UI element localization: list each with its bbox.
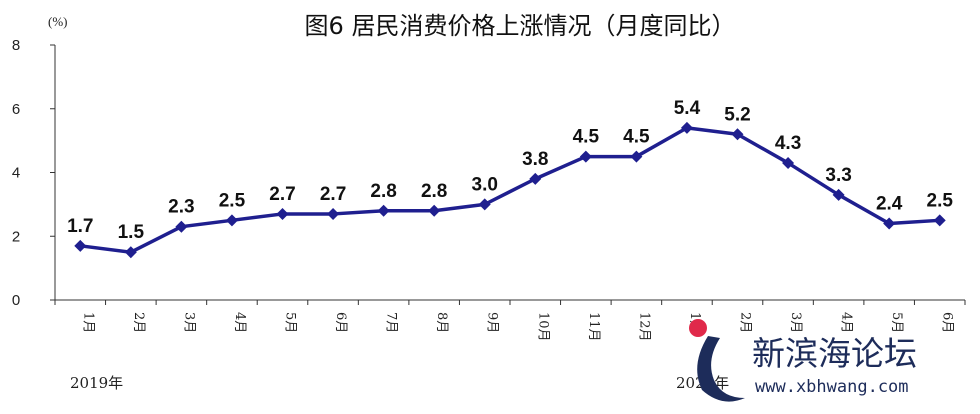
watermark: 新滨海论坛 www.xbhwang.com [689,319,917,402]
data-point [478,198,491,211]
x-tick-label: 2月 [738,312,753,333]
data-point [680,121,693,134]
data-point [74,239,87,252]
data-label: 2.5 [927,190,954,211]
x-tick-label: 1月 [80,312,95,333]
data-label: 4.5 [623,127,650,148]
data-label: 2.7 [269,184,295,205]
data-label: 2.4 [876,194,903,215]
x-tick-label: 6月 [333,312,348,333]
x-tick-label: 2月 [131,312,146,333]
x-tick-label: 9月 [485,312,500,333]
x-tick-label: 4月 [839,312,854,333]
year-label-2019: 2019年 [70,374,123,392]
data-point [377,204,390,217]
data-label: 3.8 [522,149,548,170]
x-tick-label: 5月 [283,312,298,333]
x-tick-label: 7月 [384,312,399,333]
y-tick-label: 8 [12,37,20,54]
data-label: 5.2 [724,104,750,125]
data-point [124,246,137,259]
x-tick-label: 11月 [586,312,601,342]
x-axis: 1月2月3月4月5月6月7月8月9月10月11月12月1月2月3月4月5月6月 [54,299,966,342]
data-label: 3.0 [472,174,498,195]
watermark-url: www.xbhwang.com [755,377,909,397]
data-label: 3.3 [825,165,851,186]
data-label: 2.5 [219,190,246,211]
y-tick-label: 0 [12,292,20,309]
x-tick-labels: 1月2月3月4月5月6月7月8月9月10月11月12月1月2月3月4月5月6月 [54,300,966,342]
data-label: 4.3 [775,133,801,154]
data-label: 4.5 [573,127,600,148]
x-tick-label: 8月 [434,312,449,333]
chart-title: 图6 居民消费价格上涨情况（月度同比） [305,12,736,40]
x-tick-label: 6月 [940,312,955,333]
data-point [428,204,441,217]
data-point [731,128,744,141]
y-tick-label: 6 [12,101,20,118]
data-point [832,188,845,201]
series-line [80,126,940,254]
y-axis: 0 2 4 6 8 [12,37,56,309]
x-tick-label: 5月 [889,312,904,333]
watermark-red-dot [689,319,707,337]
x-tick-label: 3月 [788,312,803,333]
data-point [579,150,592,163]
plot-area: 1.7 1.5 2.3 2.5 2.7 2.7 2.8 2.8 3.0 3.8 4.5 4.5 5.4 5… [67,98,954,259]
watermark-logo-mark [697,336,745,402]
x-tick-label: 3月 [181,312,196,333]
data-point [327,207,340,220]
data-label: 2.3 [168,197,194,218]
y-tick-label: 2 [12,228,20,245]
data-label: 5.4 [674,98,701,119]
data-point [276,207,289,220]
data-point [883,217,896,230]
data-point [529,172,542,185]
data-point [782,156,795,169]
x-tick-label: 4月 [232,312,247,333]
data-label: 2.8 [370,181,396,202]
y-tick-label: 4 [12,165,20,182]
y-axis-unit: (%) [48,14,68,29]
data-point [175,220,188,233]
data-point [225,214,238,227]
x-tick-label: 12月 [636,312,651,342]
data-label: 2.7 [320,184,346,205]
data-label: 1.7 [67,216,93,237]
y-tick-labels: 0 2 4 6 8 [12,37,55,309]
data-label: 2.8 [421,181,447,202]
watermark-brand-text: 新滨海论坛 [752,334,917,373]
data-point [933,214,946,227]
data-point [630,150,643,163]
x-tick-label: 10月 [535,312,550,342]
data-label: 1.5 [118,222,145,243]
